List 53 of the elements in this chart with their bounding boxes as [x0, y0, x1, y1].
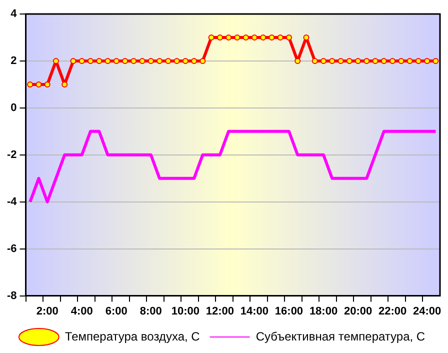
point: [104, 58, 111, 64]
point: [27, 81, 34, 88]
point: [174, 58, 180, 64]
point: [78, 58, 85, 64]
point: [372, 58, 378, 64]
point: [260, 34, 266, 40]
point: [44, 81, 50, 88]
point: [406, 58, 413, 64]
x-tick-label: 10:00: [171, 305, 200, 318]
point: [148, 58, 154, 64]
point: [200, 58, 206, 64]
y-tick-label: -4: [7, 196, 18, 208]
point: [113, 58, 120, 64]
x-tick-label: 4:00: [70, 305, 93, 318]
point: [312, 58, 318, 64]
y-tick-label: 0: [10, 102, 17, 114]
point: [234, 34, 240, 40]
legend-label: Субъективная температура, С: [256, 329, 426, 344]
y-tick-label: -6: [7, 242, 17, 255]
y-tick-label: -8: [7, 290, 17, 302]
x-tick-label: 6:00: [105, 305, 128, 318]
x-tick-label: 22:00: [378, 305, 407, 318]
point: [380, 58, 387, 64]
point: [165, 58, 172, 64]
point: [415, 58, 422, 64]
x-tick-label: 16:00: [274, 305, 304, 318]
y-tick-label: 4: [10, 8, 18, 20]
x-tick-label: 20:00: [344, 305, 372, 318]
point: [96, 58, 102, 64]
point: [338, 58, 344, 64]
point: [70, 58, 76, 64]
point: [329, 58, 336, 64]
point: [242, 34, 249, 40]
point: [130, 58, 137, 64]
y-tick-label: -2: [7, 148, 17, 161]
point: [268, 34, 275, 40]
point: [364, 58, 370, 64]
x-tick-label: 24:00: [412, 305, 442, 318]
point: [36, 81, 42, 88]
point: [277, 34, 284, 40]
x-tick-label: 18:00: [309, 305, 338, 318]
point: [432, 58, 439, 64]
x-tick-label: 2:00: [36, 305, 58, 318]
point: [208, 34, 214, 40]
point: [346, 58, 352, 64]
legend-label: Температура воздуха, С: [64, 329, 200, 344]
x-tick-label: 8:00: [140, 305, 162, 318]
x-tick-label: 14:00: [240, 305, 269, 318]
point: [139, 58, 146, 64]
point: [398, 58, 404, 64]
y-tick-label: 2: [10, 55, 17, 67]
point: [320, 58, 326, 64]
x-tick-label: 12:00: [206, 305, 234, 318]
